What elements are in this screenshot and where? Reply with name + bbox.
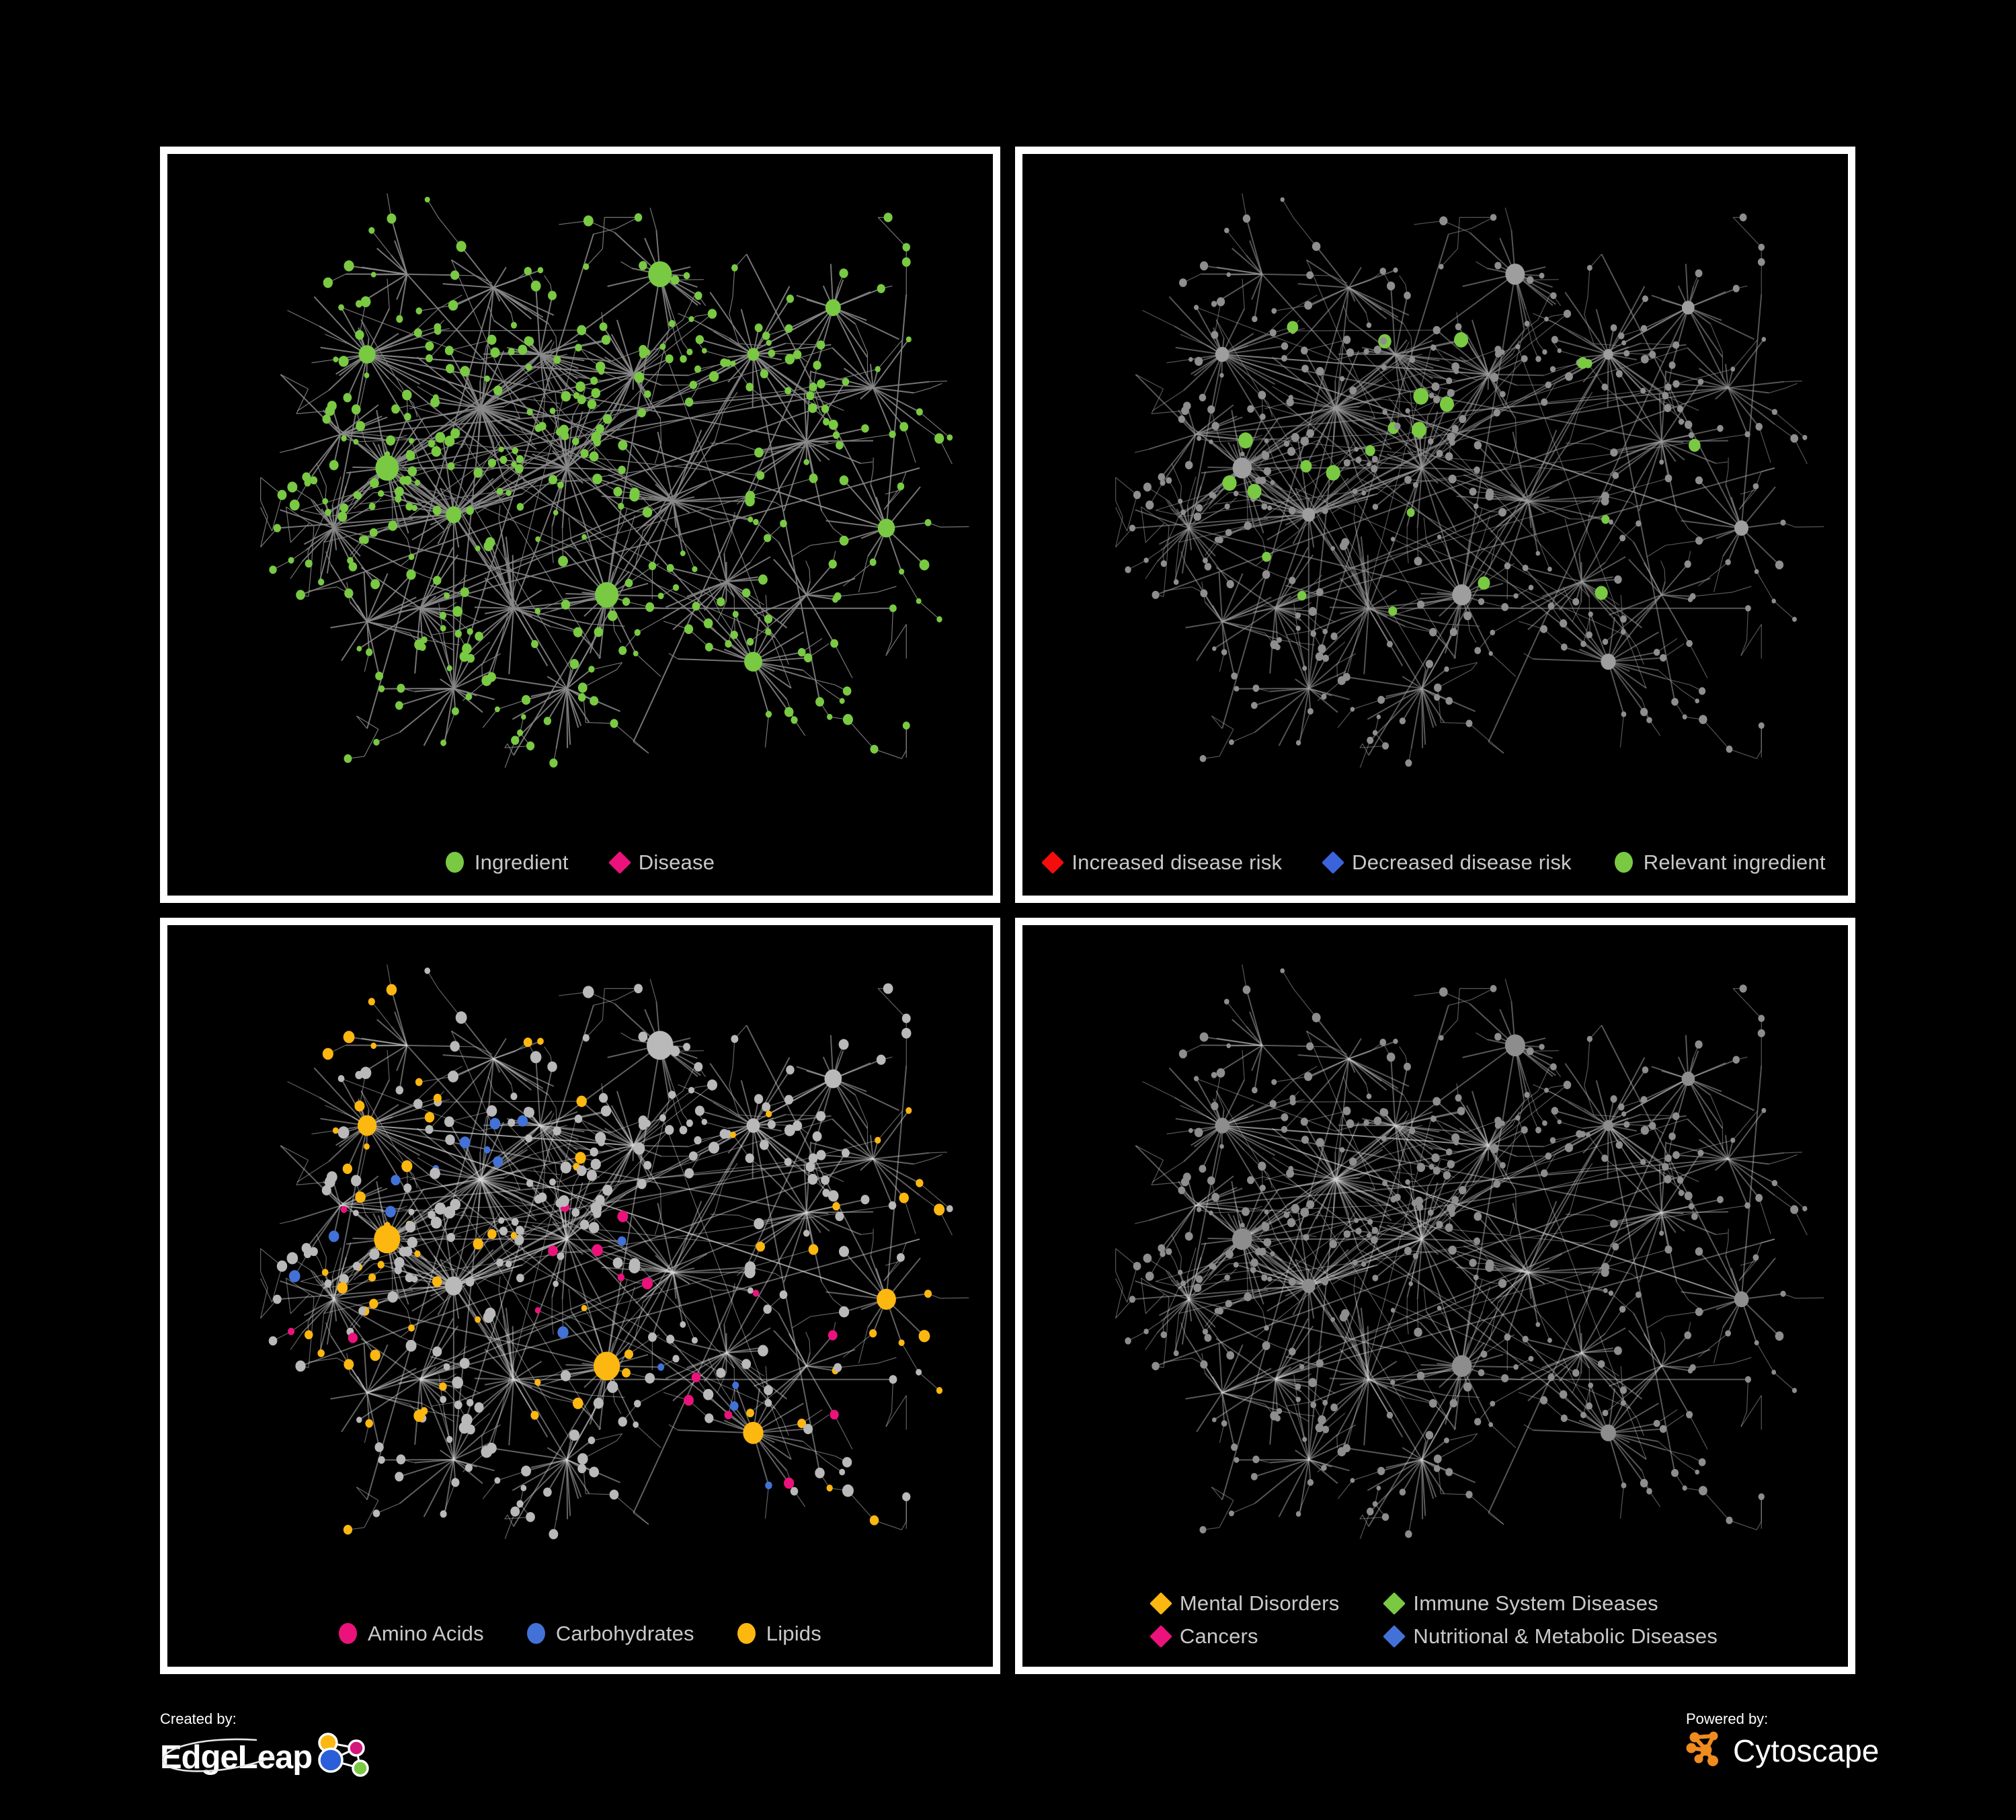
network-canvas-ingredient-classes[interactable]	[167, 925, 993, 1667]
network-graph-2	[1115, 154, 1824, 768]
cytoscape-wordmark: Cytoscape	[1733, 1733, 1880, 1768]
panel-ingredient-classes[interactable]: Amino Acids Carbohydrates Lipids	[160, 918, 1000, 1674]
powered-by-caption: Powered by:	[1686, 1710, 1769, 1727]
cytoscape-logo[interactable]: Powered by: Cytoscape	[1686, 1712, 1879, 1772]
cytoscape-network-logo-icon	[1686, 1729, 1726, 1772]
network-canvas-disease-risk[interactable]	[1022, 154, 1848, 896]
edgeleap-network-svg	[318, 1733, 369, 1777]
edgeleap-swoosh-svg	[162, 1738, 275, 1772]
network-canvas-disease-classes[interactable]	[1022, 925, 1848, 1667]
edgeleap-swoosh-icon	[156, 1736, 317, 1781]
panel-grid: Ingredient Disease Increased disease ris…	[160, 147, 1855, 1674]
cytoscape-network-svg	[1686, 1731, 1718, 1766]
network-graph-3	[260, 925, 969, 1540]
network-graph-4	[1115, 925, 1824, 1540]
panel-disease-classes[interactable]: Mental Disorders Immune System Diseases …	[1015, 918, 1855, 1674]
network-graph-1	[260, 154, 969, 768]
edgeleap-network-logo-icon	[308, 1729, 382, 1786]
panel-ingredient-disease[interactable]: Ingredient Disease	[160, 147, 1000, 903]
network-canvas-ingredient-disease[interactable]	[167, 154, 993, 896]
panel-disease-risk[interactable]: Increased disease risk Decreased disease…	[1015, 147, 1855, 903]
created-by-caption: Created by:	[160, 1710, 237, 1727]
edgeleap-logo[interactable]: Created by: EdgeLeap	[160, 1712, 382, 1786]
cytoscape-logo-row: Cytoscape	[1686, 1729, 1879, 1772]
